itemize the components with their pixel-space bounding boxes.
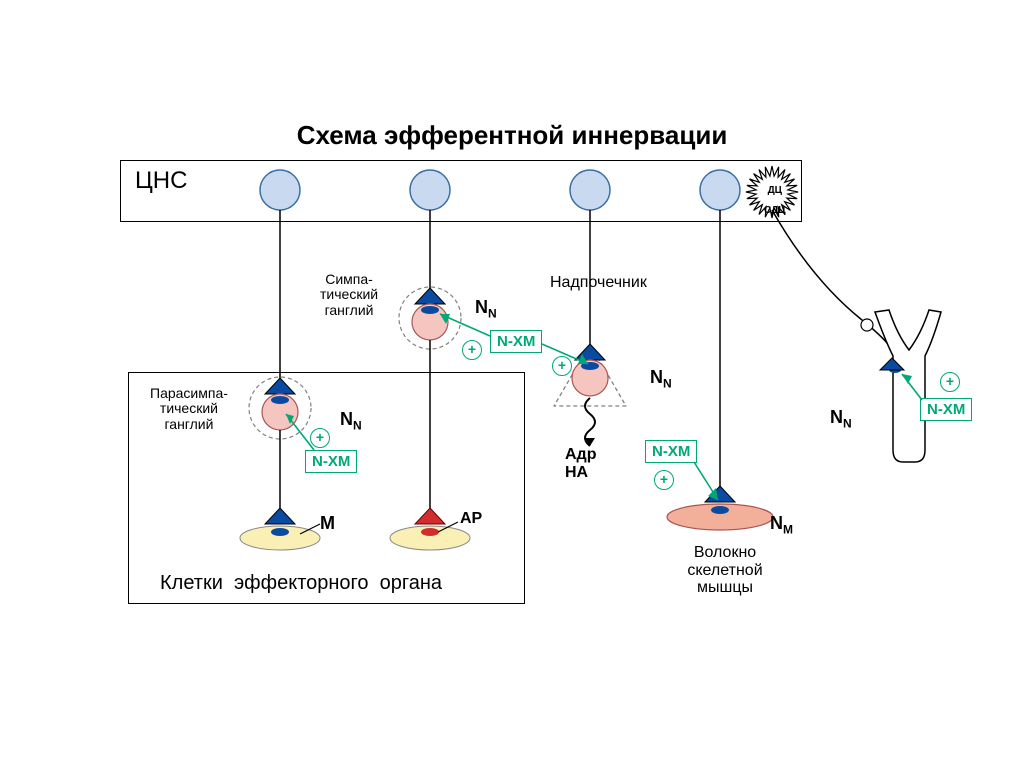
cns-label: ЦНС (135, 168, 187, 194)
diagram-title: Схема эфферентной иннервации (0, 120, 1024, 151)
nn-sub-3: N (663, 376, 672, 390)
nxm-box-2: N-XM (490, 330, 542, 353)
symp-label: Симпа- тический ганглий (320, 272, 378, 318)
plus-4: + (940, 372, 960, 392)
nxm-arrow-1 (280, 408, 320, 456)
ar-label: АР (460, 510, 482, 528)
nn-main-3: N (650, 367, 663, 387)
nxm-arrow-3 (690, 458, 730, 508)
nm-sub: M (783, 522, 793, 536)
cns-neuron-3 (570, 170, 610, 210)
col1-axon-pre (279, 210, 281, 380)
nn-sub-1: N (353, 418, 362, 432)
nxm-arrow-2a (432, 310, 496, 344)
plus-3: + (654, 470, 674, 490)
col3-release-squiggle (580, 398, 600, 448)
nn-main-4: N (830, 407, 843, 427)
nm-main: N (770, 513, 783, 533)
nn-sub-4: N (843, 416, 852, 430)
parasymp-label: Парасимпа- тический ганглий (150, 386, 228, 432)
muscle-label: Волокно скелетной мышцы (680, 544, 770, 597)
col4-axon (719, 210, 721, 488)
nm-label-col4: NM (760, 494, 793, 537)
nn-label-col1: NN (330, 390, 362, 433)
m-pointer (300, 522, 322, 536)
ar-pointer (438, 520, 460, 534)
cns-neuron-1 (260, 170, 300, 210)
cns-neuron-2 (410, 170, 450, 210)
nn-main-1: N (340, 409, 353, 429)
cns-neuron-4 (700, 170, 740, 210)
col2-axon-pre (429, 210, 431, 290)
nxm-arrow-2b (540, 340, 596, 370)
nxm-arrow-4 (898, 370, 928, 404)
adrenal-label: Надпочечник (550, 274, 647, 292)
nn-label-col3: NN (640, 348, 672, 391)
m-label: М (320, 514, 335, 534)
nn-label-vessel: NN (820, 388, 852, 431)
starburst-line1: ДЦ (768, 185, 782, 196)
adr-na-label: Адр НА (565, 446, 596, 481)
effector-label: Клетки эффекторного органа (160, 572, 442, 594)
